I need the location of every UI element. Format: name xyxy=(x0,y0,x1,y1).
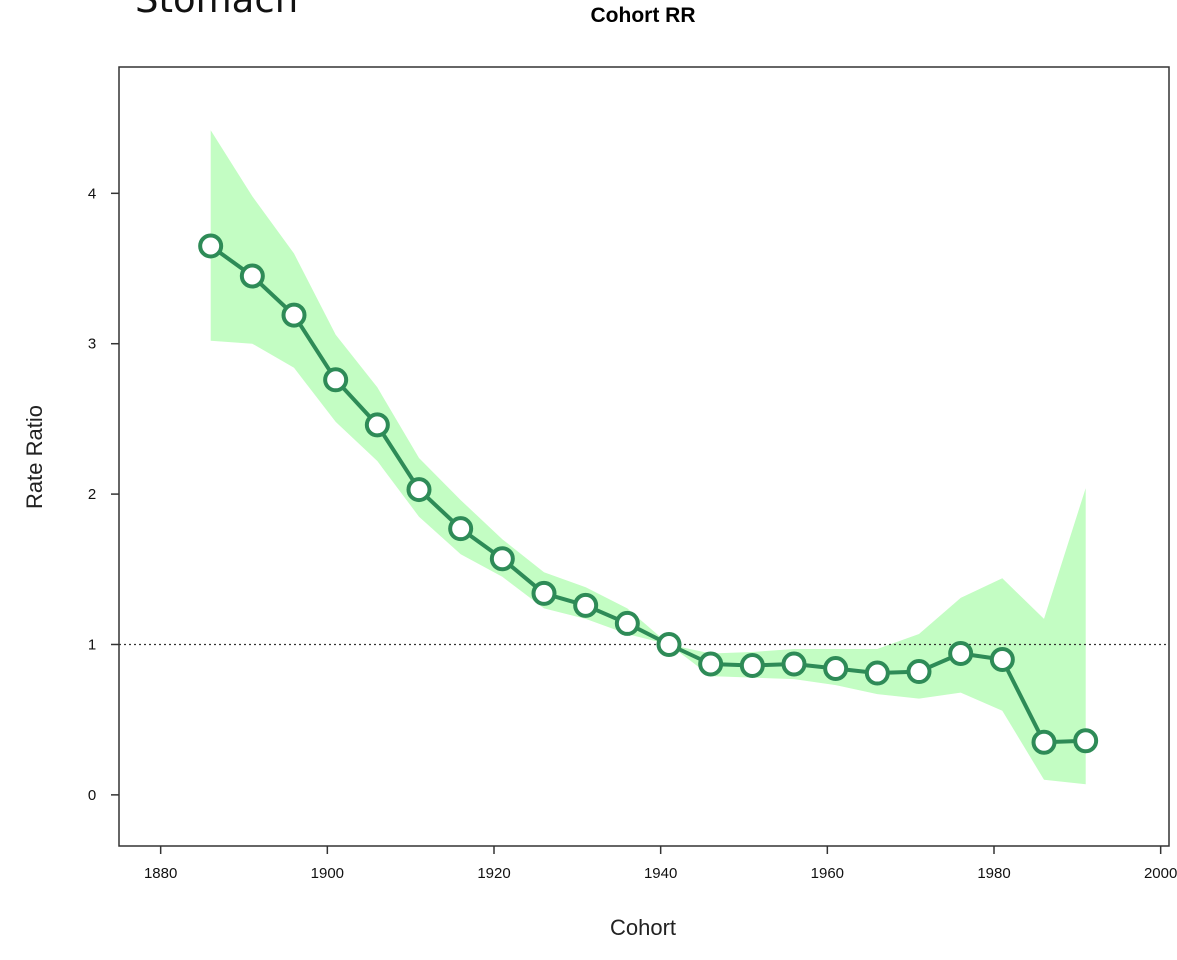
data-point-1921 xyxy=(489,546,515,572)
data-point-1906 xyxy=(364,412,390,438)
y-tick-label-0: 0 xyxy=(88,787,96,804)
data-point-1961 xyxy=(823,656,849,682)
y-tick-label-3: 3 xyxy=(88,336,96,353)
data-point-1956 xyxy=(781,651,807,677)
x-tick-label-2000: 2000 xyxy=(1144,865,1177,882)
chart-overlay-label: Stomach xyxy=(135,0,298,21)
axes-frame xyxy=(118,66,1170,847)
data-point-1966 xyxy=(864,660,890,686)
plot-area: 1880 1900 1920 1940 1960 1980 2000 0 1 2 3 4 xyxy=(88,66,1177,882)
data-point-1986 xyxy=(1031,729,1057,755)
data-point-1936 xyxy=(614,610,640,636)
confidence-band xyxy=(210,130,1086,785)
x-tick-label-1940: 1940 xyxy=(644,865,677,882)
x-tick-label-1920: 1920 xyxy=(477,865,510,882)
data-point-1941 xyxy=(656,631,682,657)
data-point-1976 xyxy=(948,641,974,667)
data-point-1946 xyxy=(698,651,724,677)
data-point-1926 xyxy=(531,580,557,606)
x-tick-label-1880: 1880 xyxy=(144,865,177,882)
data-point-1901 xyxy=(323,367,349,393)
data-point-1931 xyxy=(573,592,599,618)
data-point-1911 xyxy=(406,477,432,503)
x-tick-label-1980: 1980 xyxy=(977,865,1010,882)
y-tick-label-1: 1 xyxy=(88,636,96,653)
data-point-1981 xyxy=(989,647,1015,673)
series-line xyxy=(209,244,1086,745)
y-axis-label: Rate Ratio xyxy=(22,405,47,509)
data-point-1971 xyxy=(906,659,932,685)
data-point-1951 xyxy=(739,653,765,679)
data-point-1896 xyxy=(281,302,307,328)
x-axis-label: Cohort xyxy=(610,915,676,940)
data-point-1916 xyxy=(448,516,474,542)
y-tick-label-2: 2 xyxy=(88,486,96,503)
y-tick-label-4: 4 xyxy=(88,185,96,202)
x-tick-label-1960: 1960 xyxy=(811,865,844,882)
data-point-1991 xyxy=(1073,728,1099,754)
data-point-1886 xyxy=(198,233,224,259)
data-point-1891 xyxy=(239,263,265,289)
chart-title: Cohort RR xyxy=(591,4,696,27)
x-tick-label-1900: 1900 xyxy=(311,865,344,882)
